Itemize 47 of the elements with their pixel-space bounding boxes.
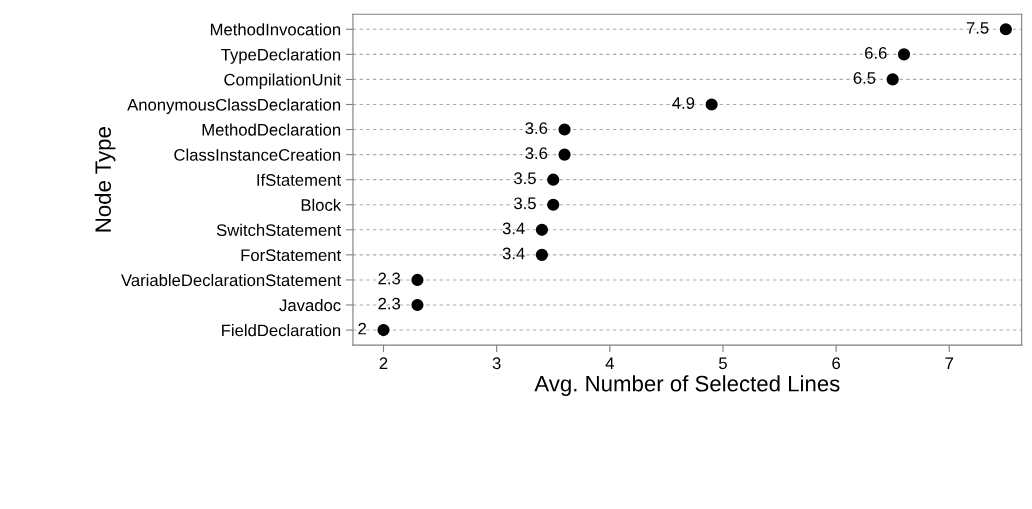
data-label: 3.4: [502, 222, 525, 235]
point: [558, 123, 571, 136]
y-tick-label: Block: [301, 198, 342, 211]
y-tick-label: IfStatement: [257, 173, 342, 186]
point: [999, 23, 1012, 36]
data-label: 6.5: [853, 72, 876, 84]
point: [897, 48, 911, 61]
data-label: 7.5: [966, 22, 989, 34]
x-axis-title: Avg. Number of Selected Lines: [534, 375, 840, 396]
data-label: 4.9: [672, 97, 695, 109]
y-axis-title: Node Type: [94, 127, 116, 232]
x-tick-label: 5: [718, 357, 727, 370]
y-tick-label: ForStatement: [241, 249, 342, 262]
point: [547, 198, 560, 211]
x-tick-label: 2: [379, 357, 388, 369]
data-label: 2.3: [378, 297, 401, 310]
point: [377, 323, 390, 337]
y-tick-label: CompilationUnit: [224, 73, 342, 89]
x-tick-label: 7: [945, 357, 954, 369]
data-label: 3.6: [525, 147, 548, 160]
y-tick-label: VariableDeclarationStatement: [121, 273, 342, 287]
point: [558, 148, 571, 161]
y-tick-label: ClassInstanceCreation: [174, 148, 341, 161]
x-tick-label: 6: [832, 357, 841, 370]
y-tick-label: MethodDeclaration: [202, 123, 341, 136]
point: [535, 223, 548, 236]
y-tick-label: SwitchStatement: [216, 223, 342, 237]
point: [411, 273, 424, 287]
data-label: 3.5: [514, 172, 536, 185]
data-label: 3.6: [525, 122, 548, 135]
x-tick-label: 4: [605, 357, 614, 369]
data-label: 2.3: [378, 272, 401, 285]
x-tick-label: 3: [492, 357, 501, 370]
point: [886, 73, 899, 86]
point: [411, 298, 424, 312]
y-tick-label: AnonymousClassDeclaration: [127, 98, 341, 114]
point: [547, 173, 560, 186]
y-tick-label: FieldDeclaration: [222, 324, 341, 337]
y-tick-label: TypeDeclaration: [221, 48, 341, 64]
data-label: 2: [358, 322, 366, 335]
data-label: 3.4: [502, 247, 525, 260]
point: [705, 98, 718, 111]
y-tick-label: Javadoc: [279, 298, 341, 312]
point: [535, 248, 548, 261]
y-tick-label: MethodInvocation: [210, 23, 341, 36]
data-label: 3.5: [514, 197, 536, 210]
data-label: 6.6: [865, 47, 887, 59]
